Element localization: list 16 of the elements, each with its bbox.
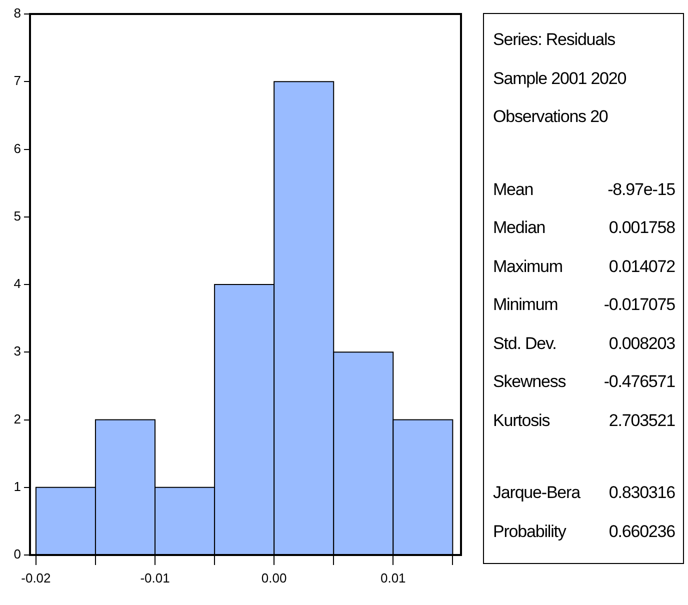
text: Mean -8.97e-15 Median 0.001758 Maximum 0.014072 Minimum -0.017075 Std. Dev. 0.008203 Skewness -0.476571 Kurtosis 2.703521	[493, 180, 675, 430]
y-tick-label: 3	[14, 344, 21, 359]
y-tick-label: 1	[14, 478, 21, 494]
y-tick-label: 7	[14, 73, 21, 88]
x-tick-label: 0.00	[261, 570, 287, 586]
y-tick-label: 5	[14, 208, 21, 224]
text: Series: Residuals Sample 2001 2020 Observations 20	[493, 29, 626, 128]
x-tick-label: -0.01	[140, 570, 170, 586]
y-tick-label: 6	[14, 140, 21, 156]
y-tick-label: 8	[14, 6, 21, 21]
text: Jarque-Bera 0.830316 Probability 0.660236	[493, 483, 675, 540]
y-tick-label: 4	[14, 276, 21, 292]
y-tick-label: 2	[14, 411, 21, 426]
y-tick-label: 0	[14, 546, 21, 562]
x-tick-label: -0.02	[21, 570, 51, 586]
x-tick-label: 0.01	[380, 570, 406, 586]
